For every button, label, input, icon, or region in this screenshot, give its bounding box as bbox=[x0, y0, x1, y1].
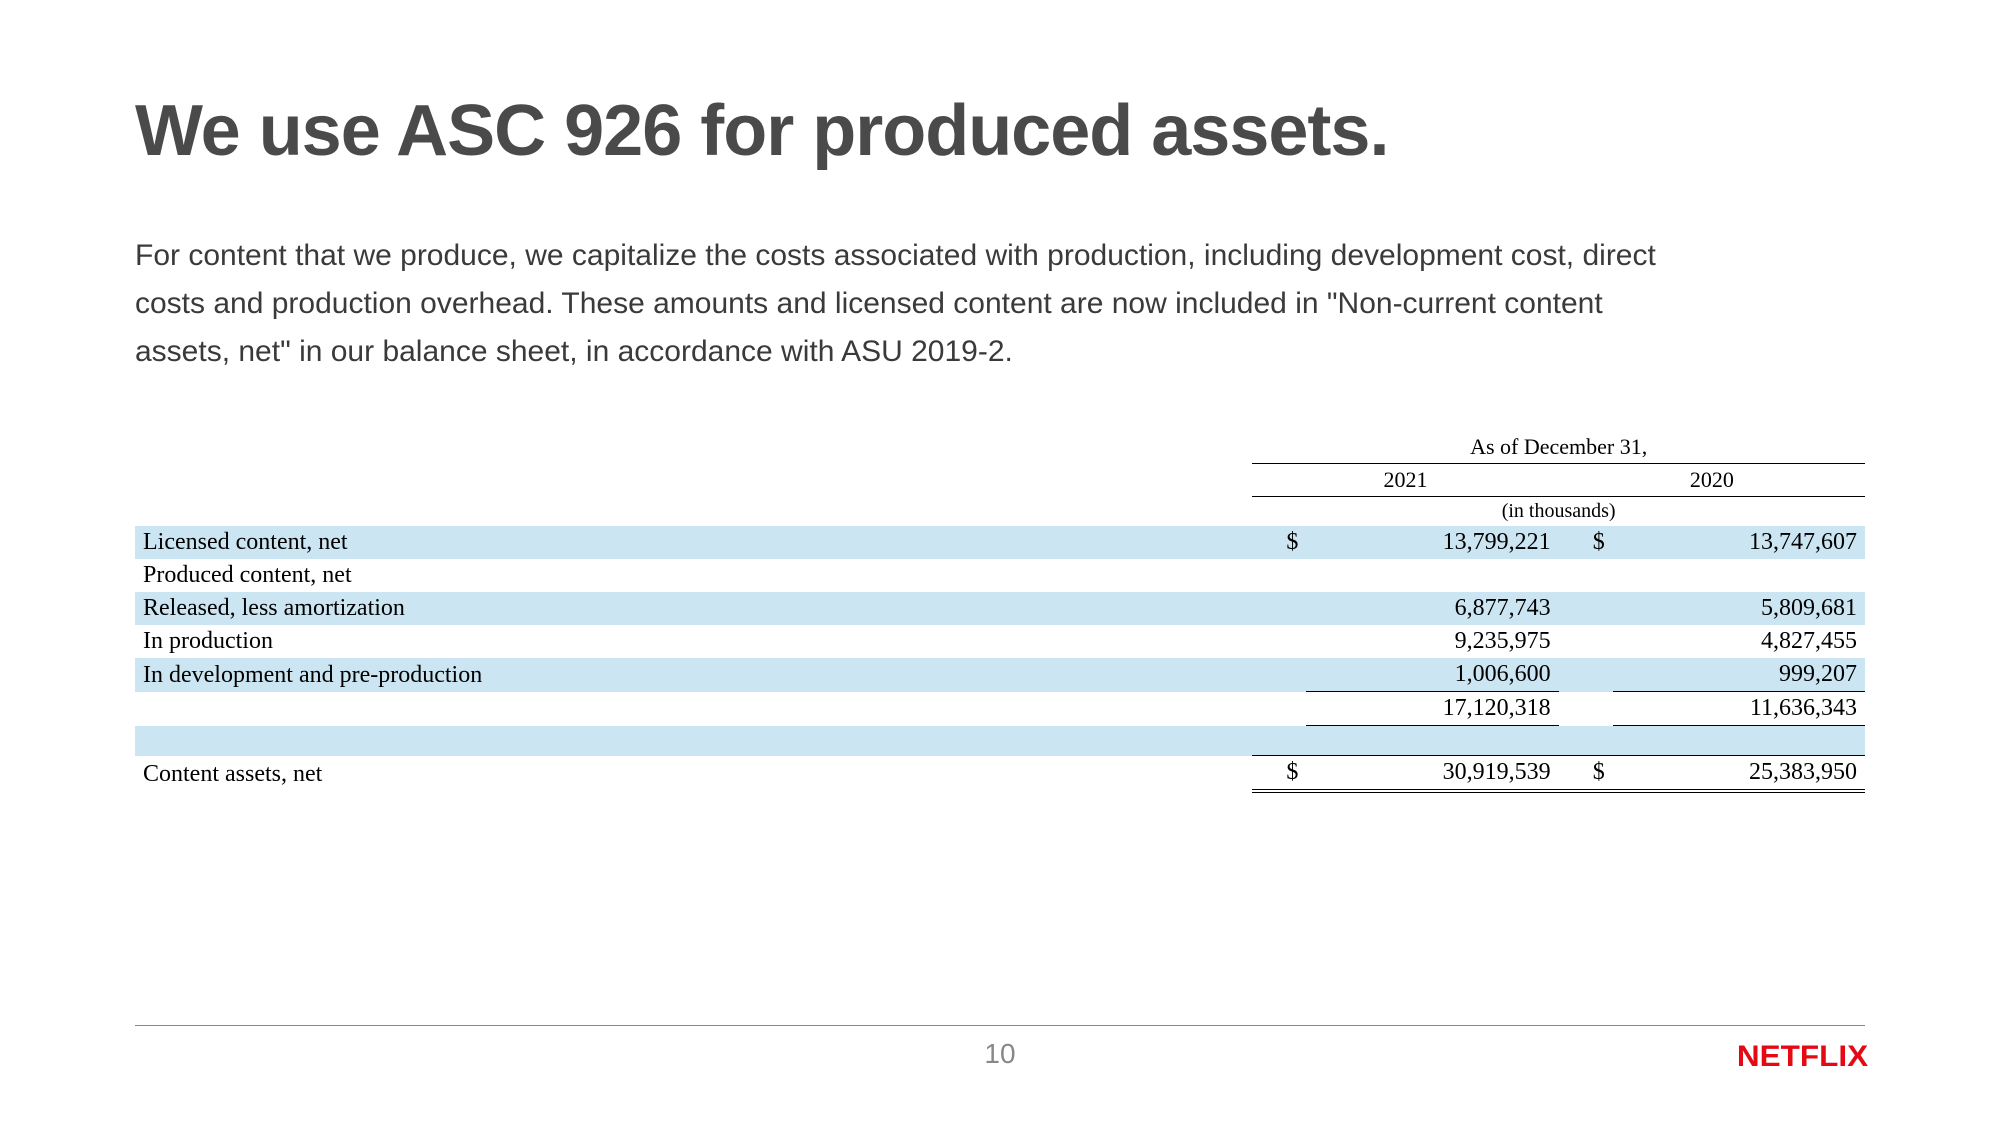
row-label: Content assets, net bbox=[135, 756, 1252, 792]
cell-value: 11,636,343 bbox=[1613, 692, 1865, 726]
cell-value: 30,919,539 bbox=[1306, 756, 1558, 792]
cell-value: 5,809,681 bbox=[1613, 592, 1865, 625]
currency-symbol: $ bbox=[1252, 526, 1306, 559]
slide-title: We use ASC 926 for produced assets. bbox=[135, 90, 1865, 172]
cell-value: 1,006,600 bbox=[1306, 658, 1558, 692]
currency-symbol: $ bbox=[1559, 756, 1613, 792]
financial-table: As of December 31, 2021 2020 (in thousan… bbox=[135, 431, 1865, 793]
currency-symbol: $ bbox=[1559, 526, 1613, 559]
cell-value: 4,827,455 bbox=[1613, 625, 1865, 658]
slide-body: For content that we produce, we capitali… bbox=[135, 232, 1685, 376]
table-units: (in thousands) bbox=[1252, 497, 1865, 527]
table-header-span: As of December 31, bbox=[1252, 431, 1865, 464]
table-row: Released, less amortization 6,877,743 5,… bbox=[135, 592, 1865, 625]
row-label: Released, less amortization bbox=[135, 592, 1252, 625]
table-row: Licensed content, net $ 13,799,221 $ 13,… bbox=[135, 526, 1865, 559]
cell-value: 6,877,743 bbox=[1306, 592, 1558, 625]
row-label: In development and pre-production bbox=[135, 658, 1252, 692]
cell-value: 13,747,607 bbox=[1613, 526, 1865, 559]
netflix-logo: NETFLIX bbox=[1737, 1040, 1868, 1074]
cell-value: 999,207 bbox=[1613, 658, 1865, 692]
table-row: 17,120,318 11,636,343 bbox=[135, 692, 1865, 726]
row-label: Licensed content, net bbox=[135, 526, 1252, 559]
cell-value: 17,120,318 bbox=[1306, 692, 1558, 726]
table-year-1: 2021 bbox=[1252, 464, 1558, 497]
cell-value: 25,383,950 bbox=[1613, 756, 1865, 792]
row-label: Produced content, net bbox=[135, 559, 1252, 592]
page-number: 10 bbox=[984, 1038, 1015, 1070]
row-label: In production bbox=[135, 625, 1252, 658]
table-row: Content assets, net $ 30,919,539 $ 25,38… bbox=[135, 756, 1865, 792]
cell-value: 9,235,975 bbox=[1306, 625, 1558, 658]
cell-value: 13,799,221 bbox=[1306, 526, 1558, 559]
table-row: Produced content, net bbox=[135, 559, 1865, 592]
slide-footer: 10 NETFLIX bbox=[135, 1025, 1865, 1070]
table-row: In development and pre-production 1,006,… bbox=[135, 658, 1865, 692]
table-row: In production 9,235,975 4,827,455 bbox=[135, 625, 1865, 658]
currency-symbol: $ bbox=[1252, 756, 1306, 792]
table-year-2: 2020 bbox=[1559, 464, 1865, 497]
